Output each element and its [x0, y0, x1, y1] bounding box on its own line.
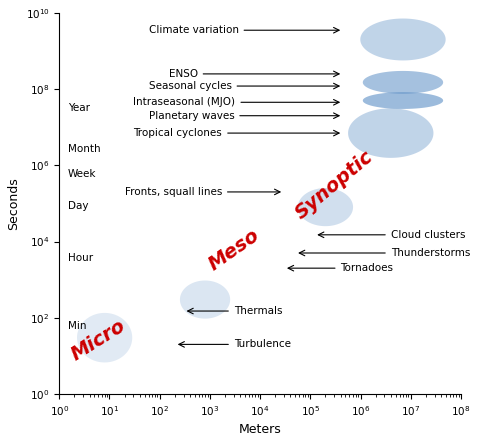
Polygon shape: [363, 71, 443, 94]
Polygon shape: [77, 313, 132, 362]
Polygon shape: [298, 188, 353, 226]
Text: Month: Month: [68, 144, 101, 155]
Text: Intraseasonal (MJO): Intraseasonal (MJO): [134, 97, 339, 107]
Text: Tropical cyclones: Tropical cyclones: [134, 128, 339, 138]
Text: Thunderstorms: Thunderstorms: [299, 248, 470, 258]
Text: Micro: Micro: [67, 317, 129, 365]
Text: Seasonal cycles: Seasonal cycles: [148, 81, 339, 91]
Text: Meso: Meso: [205, 225, 263, 274]
Text: Week: Week: [68, 169, 96, 179]
Text: Climate variation: Climate variation: [148, 25, 339, 35]
Text: Planetary waves: Planetary waves: [148, 111, 339, 120]
Text: ENSO: ENSO: [169, 69, 339, 79]
Text: Synoptic: Synoptic: [292, 147, 377, 223]
Text: Cloud clusters: Cloud clusters: [318, 230, 465, 240]
X-axis label: Meters: Meters: [239, 423, 281, 436]
Text: Day: Day: [68, 201, 89, 211]
Polygon shape: [363, 92, 443, 109]
Polygon shape: [180, 280, 230, 319]
Text: Thermals: Thermals: [187, 306, 282, 316]
Y-axis label: Seconds: Seconds: [7, 177, 20, 230]
Polygon shape: [360, 19, 446, 60]
Text: Min: Min: [68, 321, 87, 331]
Text: Fronts, squall lines: Fronts, squall lines: [125, 187, 280, 197]
Text: Tornadoes: Tornadoes: [288, 263, 394, 273]
Text: Hour: Hour: [68, 253, 93, 264]
Text: Year: Year: [68, 103, 90, 113]
Polygon shape: [348, 109, 433, 158]
Text: Turbulence: Turbulence: [179, 339, 291, 350]
